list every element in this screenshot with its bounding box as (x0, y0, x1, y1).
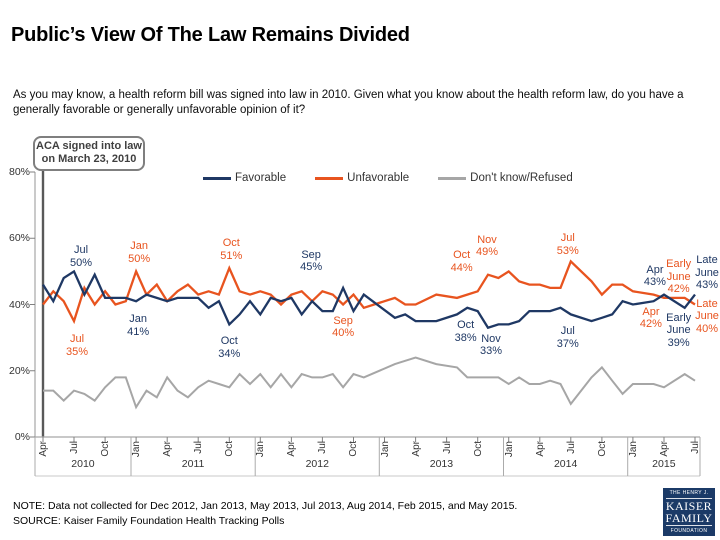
page-title: Public’s View Of The Law Remains Divided (11, 24, 410, 46)
survey-question-text: As you may know, a health reform bill wa… (13, 89, 684, 116)
legend-swatch (438, 176, 467, 180)
series-line-favorable (42, 269, 696, 330)
series-line-don-t-know-refused (43, 356, 696, 410)
legend-item-favorable: Favorable (203, 172, 286, 184)
legend-swatch (315, 176, 344, 180)
series-line-unfavorable (42, 259, 696, 325)
aca-annotation-line1: ACA signed into law (36, 140, 142, 152)
legend-item-unfavorable: Unfavorable (315, 172, 409, 184)
legend-label: Favorable (235, 172, 287, 184)
aca-annotation-line2: on March 23, 2010 (41, 153, 137, 165)
legend-label: Don't know/Refused (470, 172, 573, 184)
chart-source: SOURCE: Kaiser Family Foundation Health … (13, 515, 285, 527)
legend-swatch (203, 176, 231, 180)
legend-label: Unfavorable (347, 172, 410, 184)
kff-logo-foundation: FOUNDATION (666, 525, 712, 534)
chart-note: NOTE: Data not collected for Dec 2012, J… (13, 500, 518, 512)
kff-logo: THE HENRY J. KAISER FAMILY FOUNDATION (663, 488, 715, 536)
kff-logo-kaiser: KAISER (665, 499, 713, 513)
kff-logo-family: FAMILY (665, 511, 713, 525)
kff-logo-henry-j: THE HENRY J. (666, 490, 712, 499)
chart-legend: Favorable Unfavorable Don't know/Refused (203, 172, 573, 184)
aca-annotation-box: ACA signed into law on March 23, 2010 (33, 136, 145, 171)
legend-item-don-t-know-refused: Don't know/Refused (438, 172, 573, 184)
